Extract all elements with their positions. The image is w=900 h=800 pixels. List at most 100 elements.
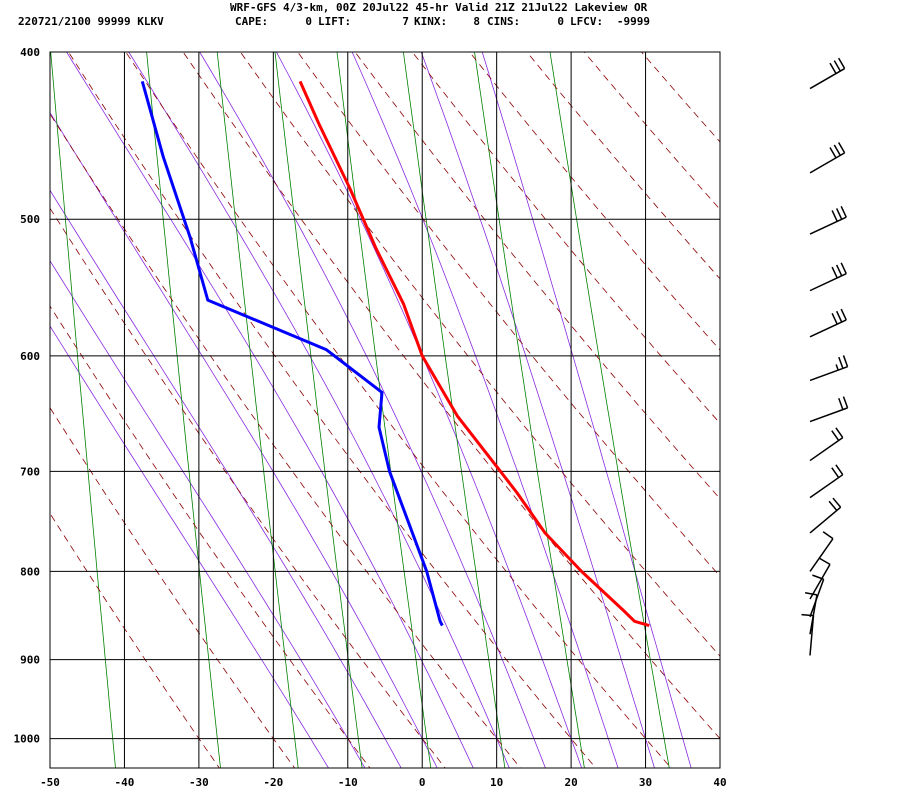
index-lift-label: LIFT: [318, 15, 351, 28]
wind-barb-flag [804, 592, 818, 596]
mixing-ratio-line [474, 52, 585, 768]
x-tick-label: 0 [419, 776, 426, 789]
wind-barb-staff [809, 152, 846, 174]
wind-barbs [801, 57, 849, 656]
wind-barb [809, 396, 849, 423]
wind-barb [809, 464, 844, 499]
moist-adiabat-line [128, 52, 510, 768]
wind-barb [809, 308, 847, 338]
index-kinx-value: 8 [473, 15, 480, 28]
wind-barb-flag [828, 500, 838, 511]
dewpoint-profile [140, 80, 444, 627]
wind-barb [809, 57, 846, 90]
wind-barb [809, 427, 844, 462]
chart-title: WRF-GFS 4/3-km, 00Z 20Jul22 45-hr Valid … [230, 1, 648, 14]
moist-adiabat-line [199, 52, 546, 768]
plot-clip-group [50, 52, 720, 768]
wind-barb-flag [838, 356, 844, 369]
wind-barb-flag [838, 398, 844, 410]
wind-barb [809, 142, 846, 174]
wind-barb [809, 497, 842, 534]
wind-barb-flag [829, 147, 837, 159]
x-tick-label: 20 [564, 776, 577, 789]
dry-adiabat-line [50, 407, 296, 768]
wind-barb-staff [809, 437, 844, 462]
wind-barb-flag [837, 142, 846, 154]
dry-adiabat-line [239, 52, 720, 657]
x-tick-label: 10 [490, 776, 503, 789]
y-tick-label: 500 [20, 213, 40, 226]
moist-adiabat-line [50, 111, 438, 768]
wind-barb-staff [809, 319, 847, 338]
index-cins-value: 0 [557, 15, 564, 28]
wind-barb-staff [809, 538, 834, 572]
wind-barb-flag [840, 308, 847, 321]
wind-barb-flag [840, 262, 847, 275]
wind-barb-flag [831, 312, 838, 325]
wind-barb [801, 613, 815, 656]
dry-adiabat-line [125, 52, 672, 768]
index-lift-value: 7 [402, 15, 409, 28]
y-tick-label: 700 [20, 465, 40, 478]
dry-adiabat-line [297, 52, 720, 577]
plot-area [50, 52, 720, 768]
dry-adiabat-line [469, 52, 720, 351]
wind-barb-flag [833, 60, 841, 72]
moist-adiabat-line [420, 52, 655, 768]
dry-adiabat-line [640, 52, 720, 143]
dry-adiabat-line [354, 52, 720, 500]
x-tick-label: -20 [263, 776, 283, 789]
wind-barb-flag [842, 355, 849, 367]
wind-barb-staff [809, 273, 847, 292]
moist-adiabat-line [50, 260, 366, 768]
moist-adiabat-line [275, 52, 583, 768]
wind-barb-flag [835, 464, 844, 476]
x-tick-label: 30 [639, 776, 652, 789]
plot-frame [49, 51, 721, 769]
wind-barb-flag [840, 205, 847, 218]
stability-indices: CAPE: 0 LIFT: 7 KINX: 8 CINS: 0 LFCV: -9… [235, 15, 650, 28]
wind-barb-halfflag [835, 364, 839, 371]
wind-barb-flag [835, 427, 844, 439]
index-cape-value: 0 [305, 15, 312, 28]
wind-barb-staff [809, 407, 848, 423]
wind-barb-staff [809, 366, 848, 382]
moist-adiabat-line [66, 52, 474, 768]
x-tick-label: -30 [189, 776, 209, 789]
wind-barb-staff [809, 474, 844, 499]
y-tick-label: 600 [20, 350, 40, 363]
wind-barb-flag [831, 430, 840, 441]
y-tick-label: 1000 [14, 733, 41, 746]
wind-barb-flag [829, 62, 837, 74]
wind-barb-flag [801, 613, 814, 617]
wind-barb [809, 262, 847, 292]
wind-barb-flag [837, 57, 846, 69]
x-tick-label: -50 [40, 776, 60, 789]
index-cins-label: CINS: [487, 15, 520, 28]
wind-barb-staff [809, 67, 846, 90]
mixing-ratio-line [216, 52, 299, 768]
dry-adiabat-line [50, 207, 446, 768]
index-lfcv-label: LFCV: [570, 15, 603, 28]
x-tick-label: -40 [115, 776, 135, 789]
wind-barb-flag [831, 467, 840, 478]
station-label: 220721/2100 99999 KLKV [18, 15, 164, 28]
x-tick-label: 40 [713, 776, 726, 789]
wind-barb [809, 557, 831, 600]
y-tick-label: 900 [20, 654, 40, 667]
wind-barb [804, 592, 818, 635]
mixing-ratio-line [549, 52, 670, 768]
wind-barb-staff [809, 506, 842, 534]
index-lfcv-value: -9999 [617, 15, 650, 28]
wind-barb [809, 205, 847, 235]
wind-barb-staff [809, 216, 847, 235]
wind-barb-flag [835, 264, 843, 277]
wind-barb-flag [812, 574, 824, 580]
wind-barb-staff [809, 563, 831, 600]
dry-adiabat-line [526, 52, 720, 280]
wind-barb-flag [831, 210, 838, 222]
axes: -50 -40 -30 -20 -10 0 10 20 30 40 400 500 600 700 800 9… [14, 46, 727, 789]
wind-barb-flag [835, 310, 843, 323]
wind-barb [809, 355, 849, 382]
